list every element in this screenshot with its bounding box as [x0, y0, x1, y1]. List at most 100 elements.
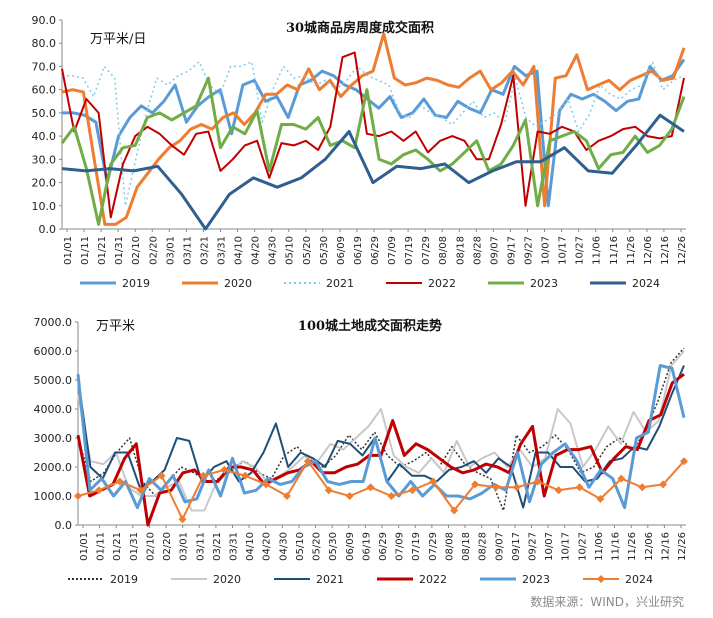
x-tick-label: 09/17: [511, 532, 522, 561]
x-tick-label: 07/29: [428, 532, 439, 561]
x-tick-label: 05/10: [285, 236, 296, 265]
x-tick-label: 03/21: [199, 236, 210, 265]
data-point-2024: [94, 486, 103, 495]
x-tick-label: 03/21: [212, 532, 223, 561]
x-tick-label: 10/27: [575, 236, 586, 265]
data-point-2024: [241, 471, 250, 480]
x-tick-label: 10/17: [558, 236, 569, 265]
x-tick-label: 03/31: [217, 236, 228, 265]
legend-1: 2019 2020 2021 2022 2023 2024: [80, 277, 660, 290]
legend-label-2024: 2024: [625, 573, 653, 586]
data-point-2024: [596, 494, 605, 503]
legend-label-2022: 2022: [428, 277, 456, 290]
x-tick-label: 06/19: [353, 236, 364, 265]
data-point-2024: [324, 486, 333, 495]
data-point-2024: [345, 492, 354, 500]
x-tick-label: 09/07: [489, 236, 500, 265]
x-tick-label: 01/21: [112, 532, 123, 561]
x-tick-label: 07/29: [421, 236, 432, 265]
x-tick-label: 01/11: [80, 236, 91, 265]
data-point-2024: [387, 492, 396, 500]
data-point-2024: [282, 492, 291, 500]
x-tick-label: 10/07: [541, 236, 552, 265]
series-lines-2: [74, 347, 688, 527]
series-line-2019: [62, 58, 686, 208]
data-point-2024: [157, 471, 166, 480]
x-tick-label: 05/20: [312, 532, 323, 561]
chart-title-1: 30城商品房周度成交面积: [286, 20, 434, 36]
data-point-2024: [136, 486, 145, 495]
x-tick-label: 02/20: [148, 236, 159, 265]
x-tick-label: 04/30: [268, 236, 279, 265]
y-tick-label: 6000.0: [34, 345, 73, 358]
legend-marker-2024: [597, 575, 605, 583]
y-tick-label: 60.0: [32, 84, 57, 97]
x-tick-label: 04/10: [245, 532, 256, 561]
y-tick-label: 70.0: [32, 60, 57, 73]
series-line-2020: [61, 32, 686, 226]
data-point-2024: [115, 477, 124, 486]
x-tick-label: 12/06: [643, 236, 654, 265]
data-point-2024: [575, 483, 584, 492]
x-tick-label: 03/01: [165, 236, 176, 265]
data-point-2024: [680, 457, 688, 466]
x-tick-label: 06/29: [378, 532, 389, 561]
data-point-2024: [303, 457, 312, 466]
x-tick-label: 02/20: [162, 532, 173, 561]
series-line-2021: [62, 61, 685, 207]
legend-label-2020: 2020: [213, 573, 241, 586]
chart-title-2: 100城土地成交面积走势: [298, 318, 442, 334]
x-tick-label: 06/29: [370, 236, 381, 265]
data-point-2024: [533, 477, 542, 486]
data-point-2024: [366, 483, 375, 492]
legend-label-2021: 2021: [316, 573, 344, 586]
legend-label-2023: 2023: [522, 573, 550, 586]
y-tick-label: 0.0: [39, 223, 57, 236]
series-line-2024: [61, 113, 685, 231]
panel-weekly-housing: 万平米/日 30城商品房周度成交面积 0.0 10.0 20.0 30.0 40.0 50…: [32, 14, 689, 290]
x-tick-label: 02/10: [131, 236, 142, 265]
x-tick-label: 12/16: [660, 532, 671, 561]
series-lines-1: [60, 32, 686, 231]
series-line-2024: [77, 460, 685, 521]
x-tick-label: 08/28: [472, 236, 483, 265]
x-tick-label: 04/20: [251, 236, 262, 265]
x-tick-label: 12/26: [677, 532, 688, 561]
y-tick-label: 1000.0: [34, 490, 73, 503]
x-tick-label: 12/06: [644, 532, 655, 561]
unit-label-2: 万平米: [96, 319, 135, 334]
x-tick-label: 11/26: [626, 236, 637, 265]
y-tick-label: 2000.0: [34, 461, 73, 474]
y-tick-label: 10.0: [32, 200, 57, 213]
series-line-2022: [61, 51, 685, 219]
unit-label-1: 万平米/日: [90, 32, 146, 47]
x-tick-label: 08/08: [438, 236, 449, 265]
data-point-2024: [220, 465, 229, 474]
x-tick-label: 05/30: [319, 236, 330, 265]
legend-label-2021: 2021: [326, 277, 354, 290]
axes-2: 0.0 1000.0 2000.0 3000.0 4000.0 5000.0 6000.0 7…: [34, 316, 689, 561]
data-point-2024: [491, 483, 500, 492]
x-tick-label: 02/10: [145, 532, 156, 561]
x-tick-label: 01/21: [97, 236, 108, 265]
x-tick-label: 03/11: [182, 236, 193, 265]
x-tick-label: 10/07: [544, 532, 555, 561]
x-tick-label: 04/10: [234, 236, 245, 265]
data-source: 数据来源：WIND，兴业研究: [530, 594, 684, 609]
x-tick-label: 08/18: [455, 236, 466, 265]
data-point-2024: [638, 483, 647, 492]
legend-label-2023: 2023: [530, 277, 558, 290]
data-point-2024: [512, 483, 521, 492]
x-tick-label: 08/18: [461, 532, 472, 561]
y-tick-label: 3000.0: [34, 432, 73, 445]
x-tick-label: 09/17: [506, 236, 517, 265]
x-tick-label: 01/31: [129, 532, 140, 561]
x-tick-label: 06/19: [361, 532, 372, 561]
x-tick-label: 11/06: [592, 236, 603, 265]
legend-label-2022: 2022: [419, 573, 447, 586]
x-tick-label: 05/20: [302, 236, 313, 265]
y-tick-label: 50.0: [32, 107, 57, 120]
x-tick-label: 10/17: [561, 532, 572, 561]
y-tick-label: 80.0: [32, 37, 57, 50]
x-tick-label: 07/09: [387, 236, 398, 265]
